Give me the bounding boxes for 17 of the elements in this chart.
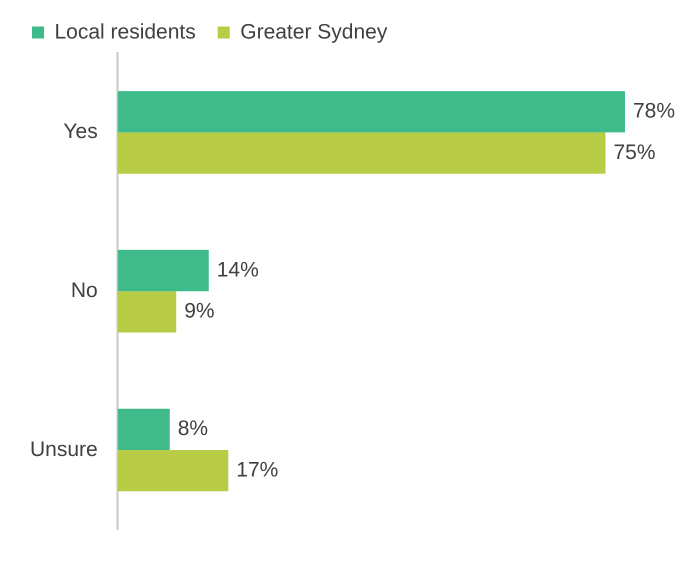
- bar: [118, 250, 209, 292]
- y-tick-label: Unsure: [30, 438, 98, 461]
- data-label: 78%: [632, 100, 676, 123]
- bar: [118, 132, 606, 174]
- y-tick-label: No: [70, 278, 98, 302]
- bar: [118, 291, 176, 332]
- data-label: 17%: [236, 458, 278, 482]
- y-tick-label: Yes: [63, 120, 98, 144]
- bar: [118, 91, 625, 132]
- data-label: 75%: [613, 140, 656, 164]
- data-label: 9%: [184, 300, 215, 323]
- legend-label: Greater Sydney: [240, 20, 388, 44]
- legend-label: Local residents: [54, 20, 196, 44]
- data-label: 8%: [178, 417, 208, 440]
- data-label: 14%: [216, 258, 259, 282]
- bar: [118, 408, 170, 450]
- bar: [118, 450, 228, 492]
